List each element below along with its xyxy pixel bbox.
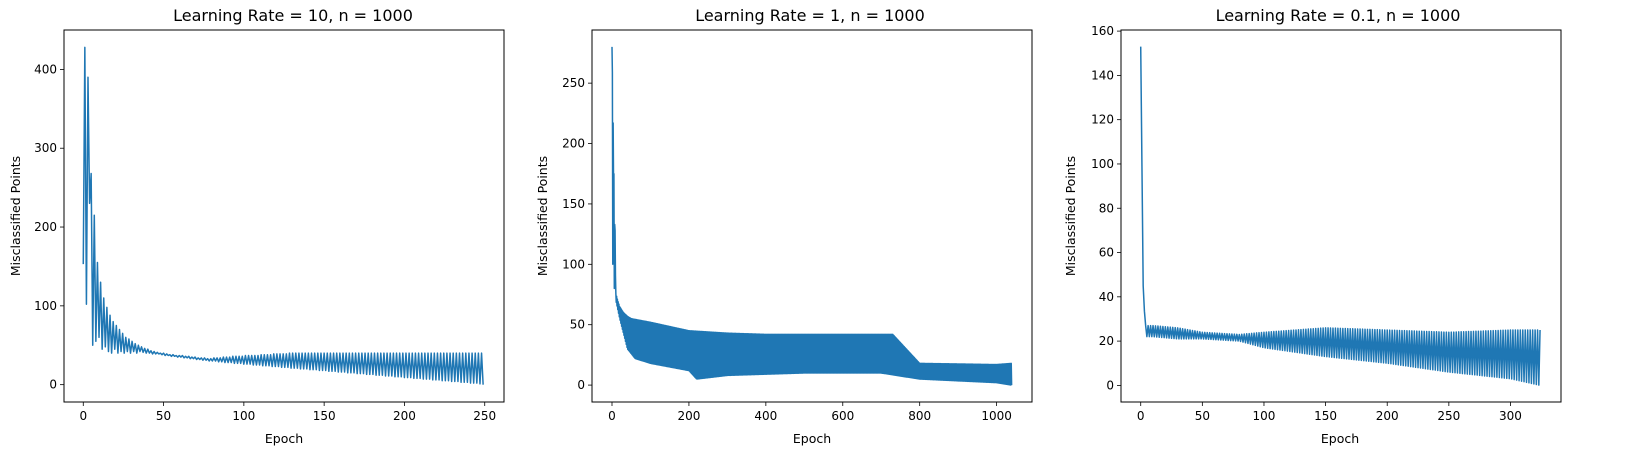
chart-title: Learning Rate = 0.1, n = 1000	[1216, 6, 1461, 25]
y-tick-label: 0	[577, 378, 585, 392]
x-tick-label: 150	[313, 409, 336, 423]
x-tick-label: 100	[1253, 409, 1276, 423]
x-tick-label: 250	[1437, 409, 1460, 423]
x-axis-label: Epoch	[1321, 431, 1359, 446]
chart-title: Learning Rate = 1, n = 1000	[695, 6, 925, 25]
x-ticks: 0 50 100 150 200 250 300	[1137, 402, 1522, 423]
y-tick-label: 140	[1091, 68, 1114, 82]
series-line-layer	[1139, 46, 1541, 386]
y-tick-label: 400	[34, 62, 57, 76]
subplot-1: Learning Rate = 10, n = 1000 0 50 100 150 20…	[8, 6, 505, 446]
y-tick-label: 0	[1106, 378, 1114, 392]
x-tick-label: 100	[232, 409, 255, 423]
y-ticks: 0 20 40 60 80 100 120 140 160	[1091, 24, 1121, 392]
y-tick-label: 100	[562, 257, 585, 271]
x-tick-label: 200	[393, 409, 416, 423]
y-tick-label: 200	[34, 220, 57, 234]
x-tick-label: 150	[1314, 409, 1337, 423]
series-line-layer	[82, 46, 484, 385]
subplot-3: Learning Rate = 0.1, n = 1000 0 50 100 150 2…	[1063, 6, 1562, 446]
y-ticks: 0 100 200 300 400	[34, 62, 64, 392]
x-ticks: 0 50 100 150 200 250	[79, 402, 496, 423]
y-tick-label: 0	[49, 378, 57, 392]
x-tick-label: 800	[908, 409, 931, 423]
y-ticks: 0 50 100 150 200 250	[562, 76, 592, 392]
y-tick-label: 200	[562, 137, 585, 151]
y-tick-label: 100	[1091, 157, 1114, 171]
plot-frame	[591, 29, 1033, 403]
y-tick-label: 150	[562, 197, 585, 211]
x-tick-label: 600	[831, 409, 854, 423]
y-tick-label: 60	[1099, 246, 1114, 260]
series-line	[611, 46, 1013, 386]
y-tick-label: 250	[562, 76, 585, 90]
y-tick-label: 100	[34, 299, 57, 313]
subplot-2: Learning Rate = 1, n = 1000 0 200 400 600 80…	[535, 6, 1033, 446]
y-tick-label: 80	[1099, 201, 1114, 215]
y-tick-label: 20	[1099, 334, 1114, 348]
x-tick-label: 50	[156, 409, 171, 423]
x-tick-label: 0	[79, 409, 87, 423]
x-tick-label: 400	[754, 409, 777, 423]
y-tick-label: 160	[1091, 24, 1114, 38]
x-axis-label: Epoch	[265, 431, 303, 446]
x-tick-label: 250	[473, 409, 496, 423]
series-line	[82, 46, 484, 385]
plot-frame	[63, 29, 505, 403]
x-tick-label: 50	[1195, 409, 1210, 423]
x-tick-label: 1000	[981, 409, 1012, 423]
y-axis-label: Misclassified Points	[1063, 156, 1078, 276]
series-line-layer	[611, 46, 1013, 386]
y-tick-label: 40	[1099, 290, 1114, 304]
y-tick-label: 300	[34, 141, 57, 155]
x-tick-label: 0	[608, 409, 616, 423]
x-tick-label: 0	[1137, 409, 1145, 423]
chart-title: Learning Rate = 10, n = 1000	[173, 6, 413, 25]
y-tick-label: 50	[570, 318, 585, 332]
x-tick-label: 200	[677, 409, 700, 423]
x-tick-label: 300	[1499, 409, 1522, 423]
x-axis-label: Epoch	[793, 431, 831, 446]
y-tick-label: 120	[1091, 113, 1114, 127]
y-axis-label: Misclassified Points	[8, 156, 23, 276]
plot-frame	[1120, 29, 1562, 403]
x-ticks: 0 200 400 600 800 1000	[608, 402, 1012, 423]
y-axis-label: Misclassified Points	[535, 156, 550, 276]
x-tick-label: 200	[1376, 409, 1399, 423]
series-line	[1139, 46, 1541, 386]
